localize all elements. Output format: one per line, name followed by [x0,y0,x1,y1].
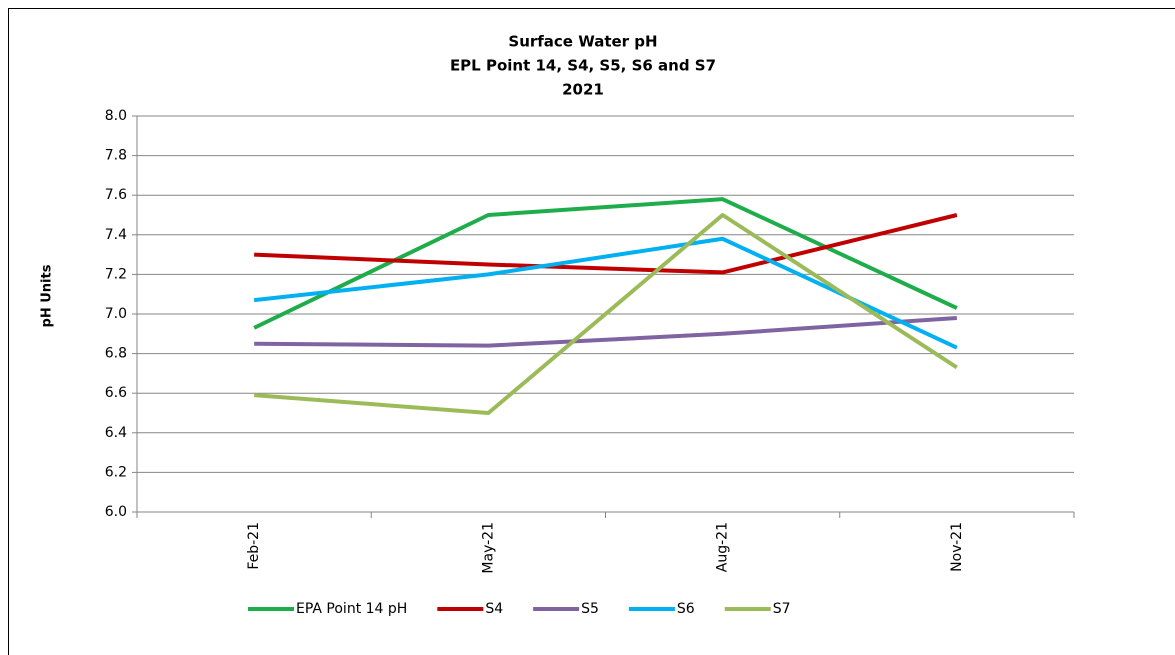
series-line [253,213,958,415]
x-tick-label: Feb-21 [246,522,262,570]
y-tick-label: 8.0 [105,108,127,124]
legend-label: S7 [773,601,791,617]
y-tick-label: 7.8 [105,148,127,164]
series-line [253,197,958,330]
chart-title: Surface Water pH [508,33,657,51]
y-tick-label: 7.6 [105,187,127,203]
x-tick-label: Aug-21 [715,522,731,572]
y-tick-label: 7.0 [105,306,127,322]
x-tick-label: Nov-21 [949,522,965,572]
x-tick-label: May-21 [480,522,496,574]
y-tick-label: 7.2 [105,266,127,282]
y-tick-label: 6.8 [105,346,127,362]
legend-label: EPA Point 14 pH [296,601,407,617]
legend-label: S6 [677,601,695,617]
series-line [254,213,958,275]
y-tick-label: 7.4 [105,227,127,243]
y-tick-label: 6.6 [105,385,127,401]
y-tick-label: 6.0 [105,504,127,520]
y-tick-label: 6.2 [105,464,127,480]
chart-title: EPL Point 14, S4, S5, S6 and S7 [450,57,716,75]
y-axis-label: pH Units [40,264,55,327]
legend-label: S5 [581,601,599,617]
chart-frame [8,8,1175,655]
y-tick-label: 6.4 [105,425,127,441]
legend-label: S4 [485,601,503,617]
series-line [254,315,958,348]
chart-title: 2021 [562,81,604,99]
